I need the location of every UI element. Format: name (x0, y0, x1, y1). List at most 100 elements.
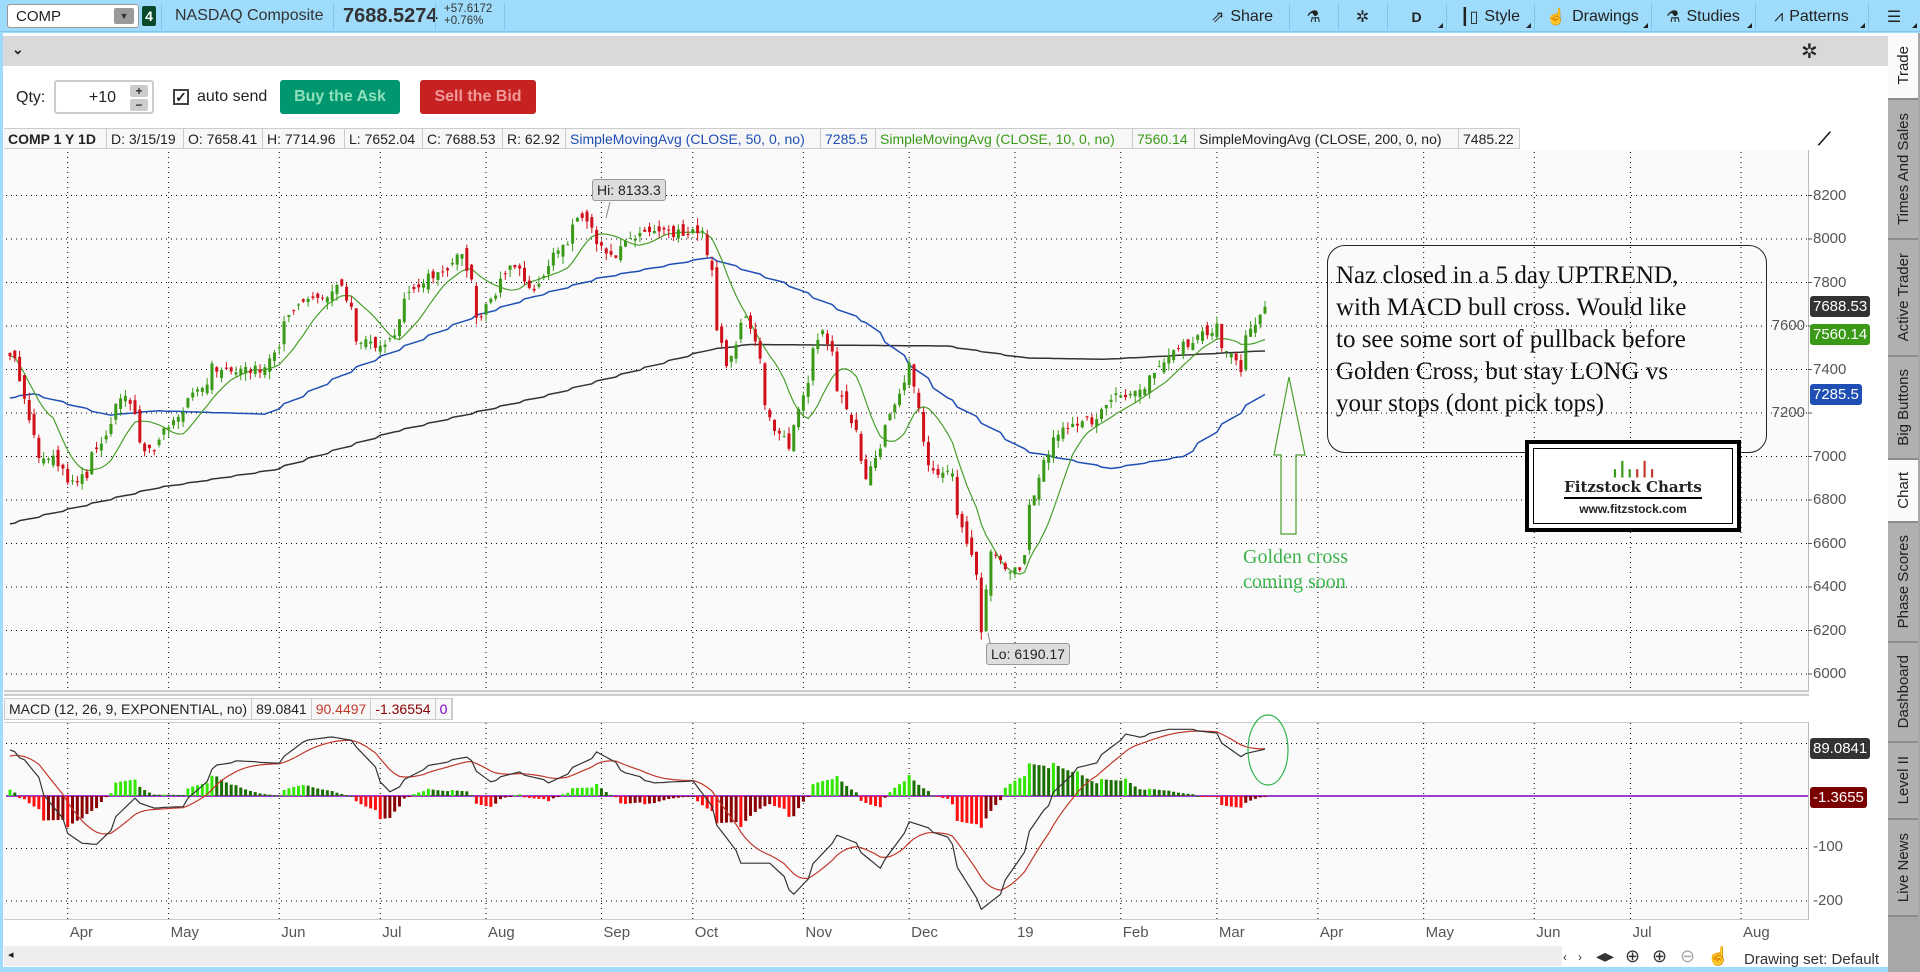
macd-histogram-bar (330, 791, 334, 796)
zoom-out-icon[interactable]: ⊖ (1680, 946, 1696, 966)
candle-body (133, 400, 137, 415)
scroll-left-icon[interactable]: ‹ (1563, 950, 1567, 964)
candle-body (898, 393, 902, 406)
macd-histogram-bar (253, 792, 257, 796)
horizontal-scrollbar[interactable]: ◂ (4, 946, 1562, 966)
crosshair-icon[interactable]: ⊕ (1625, 946, 1641, 966)
macd-histogram-bar (171, 794, 175, 796)
candle-body (984, 589, 988, 632)
candle-body (681, 224, 685, 236)
candle-body (599, 242, 603, 246)
auto-send-checkbox[interactable]: ✓ (173, 89, 189, 105)
flask-button[interactable]: ⚗ (1289, 4, 1338, 30)
candle-body (1244, 335, 1248, 370)
macd-histogram-bar (1210, 796, 1214, 797)
tab-phase-scores[interactable]: Phase Scores (1888, 523, 1918, 643)
macd-histogram-bar (912, 780, 916, 796)
scroll-left-icon[interactable]: ◂ (8, 949, 14, 961)
macd-histogram-bar (1085, 778, 1089, 796)
tab-times-and-sales[interactable]: Times And Sales (1888, 100, 1918, 240)
macd-histogram-bar (744, 796, 748, 821)
price-plot[interactable] (4, 150, 1809, 690)
tab-dashboard[interactable]: Dashboard (1888, 643, 1918, 743)
macd-histogram-bar (878, 796, 882, 808)
macd-histogram-bar (590, 787, 594, 796)
macd-histogram-bar (734, 796, 738, 823)
chart-mode-icon[interactable]: ⟋ (1818, 129, 1831, 149)
share-button[interactable]: ⇗ Share (1195, 4, 1289, 30)
macd-histogram-bar (729, 796, 733, 823)
qty-input[interactable]: +10 + − (54, 80, 154, 114)
candle-body (1172, 350, 1176, 361)
golden-cross-annotation[interactable]: Golden cross coming soon (1243, 545, 1348, 595)
scroll-right-icon[interactable]: › (1578, 950, 1582, 964)
macd-histogram-bar (133, 779, 137, 796)
macd-histogram-bar (474, 796, 478, 804)
share-icon: ⇗ (1210, 9, 1225, 26)
macd-histogram-bar (244, 789, 248, 796)
link-group-badge[interactable]: 4 (142, 6, 156, 26)
note-line: Naz closed in a 5 day UPTREND, (1336, 262, 1679, 289)
gear-icon[interactable]: ✲ (1801, 41, 1818, 63)
symbol-selector[interactable]: COMP ▼ (7, 4, 139, 28)
macd-histogram-bar (349, 795, 353, 797)
macd-histogram-bar (200, 784, 204, 796)
annotation-note[interactable]: Naz closed in a 5 day UPTREND, with MACD… (1327, 245, 1767, 453)
tab-live-news[interactable]: Live News (1888, 820, 1918, 917)
macd-histogram-bar (816, 782, 820, 796)
macd-histogram-bar (272, 795, 276, 797)
chart-title: COMP 1 Y 1D (4, 129, 107, 148)
macd-histogram-bar (104, 796, 108, 798)
candle-body (797, 409, 801, 428)
minus-icon[interactable]: − (130, 99, 148, 111)
macd-histogram-bar (648, 796, 652, 804)
tab-level-ii[interactable]: Level II (1888, 743, 1918, 820)
sma200-value: 7485.22 (1459, 129, 1520, 148)
style-button[interactable]: ┃▯ Style (1446, 4, 1534, 30)
macd-histogram-bar (27, 796, 31, 804)
sell-the-bid-button[interactable]: Sell the Bid (420, 80, 536, 114)
settings-button[interactable]: ✲ (1338, 4, 1387, 30)
menu-button[interactable]: ☰ (1868, 4, 1920, 30)
sma50-label[interactable]: SimpleMovingAvg (CLOSE, 50, 0, no) (566, 129, 821, 148)
tab-chart[interactable]: Chart (1888, 460, 1918, 523)
buy-the-ask-button[interactable]: Buy the Ask (280, 80, 400, 114)
candle-body (465, 248, 469, 271)
candle-body (1225, 350, 1229, 352)
macd-histogram-bar (220, 779, 224, 796)
sma10-label[interactable]: SimpleMovingAvg (CLOSE, 10, 0, no) (876, 129, 1133, 148)
drawing-set-selector[interactable]: Drawing set: Default (1744, 951, 1880, 968)
macd-histogram-bar (297, 785, 301, 796)
pane-divider[interactable] (4, 690, 1809, 696)
macd-plot[interactable] (4, 722, 1809, 920)
chevron-down-icon[interactable]: ⌄ (12, 41, 24, 57)
chevron-down-icon[interactable]: ▼ (114, 8, 134, 24)
plus-icon[interactable]: + (130, 85, 148, 97)
sma50-value: 7285.5 (821, 129, 876, 148)
studies-button[interactable]: ⚗ Studies (1651, 4, 1755, 30)
tab-big-buttons[interactable]: Big Buttons (1888, 357, 1918, 460)
macd-histogram-bar (32, 796, 36, 807)
sma200-label[interactable]: SimpleMovingAvg (CLOSE, 200, 0, no) (1195, 129, 1459, 148)
aggregation-button[interactable]: D (1387, 4, 1446, 30)
patterns-button[interactable]: ⩘ Patterns (1755, 4, 1868, 30)
tab-trade[interactable]: Trade (1888, 33, 1918, 100)
zoom-in-icon[interactable]: ⊕ (1652, 946, 1668, 966)
macd-label[interactable]: MACD (12, 26, 9, EXPONENTIAL, no) (5, 699, 253, 719)
candle-body (816, 339, 820, 350)
candle-body (604, 248, 608, 254)
candle-body (1085, 416, 1089, 418)
candle-body (1027, 504, 1031, 550)
time-axis-label: Feb (1122, 924, 1149, 941)
collapse-bar: ⌄ ✲ (3, 36, 1888, 66)
macd-histogram-bar (167, 794, 171, 796)
candle-body (710, 260, 714, 270)
qty-value: +10 (88, 89, 116, 106)
pan-hand-icon[interactable]: ☝ (1707, 946, 1730, 966)
expand-time-icon[interactable]: ◂▸ (1596, 946, 1615, 966)
tab-active-trader[interactable]: Active Trader (1888, 240, 1918, 357)
candle-body (667, 229, 671, 231)
macd-histogram-bar (551, 796, 555, 799)
drawings-button[interactable]: ☝ Drawings (1534, 4, 1651, 30)
candle-body (561, 244, 565, 257)
